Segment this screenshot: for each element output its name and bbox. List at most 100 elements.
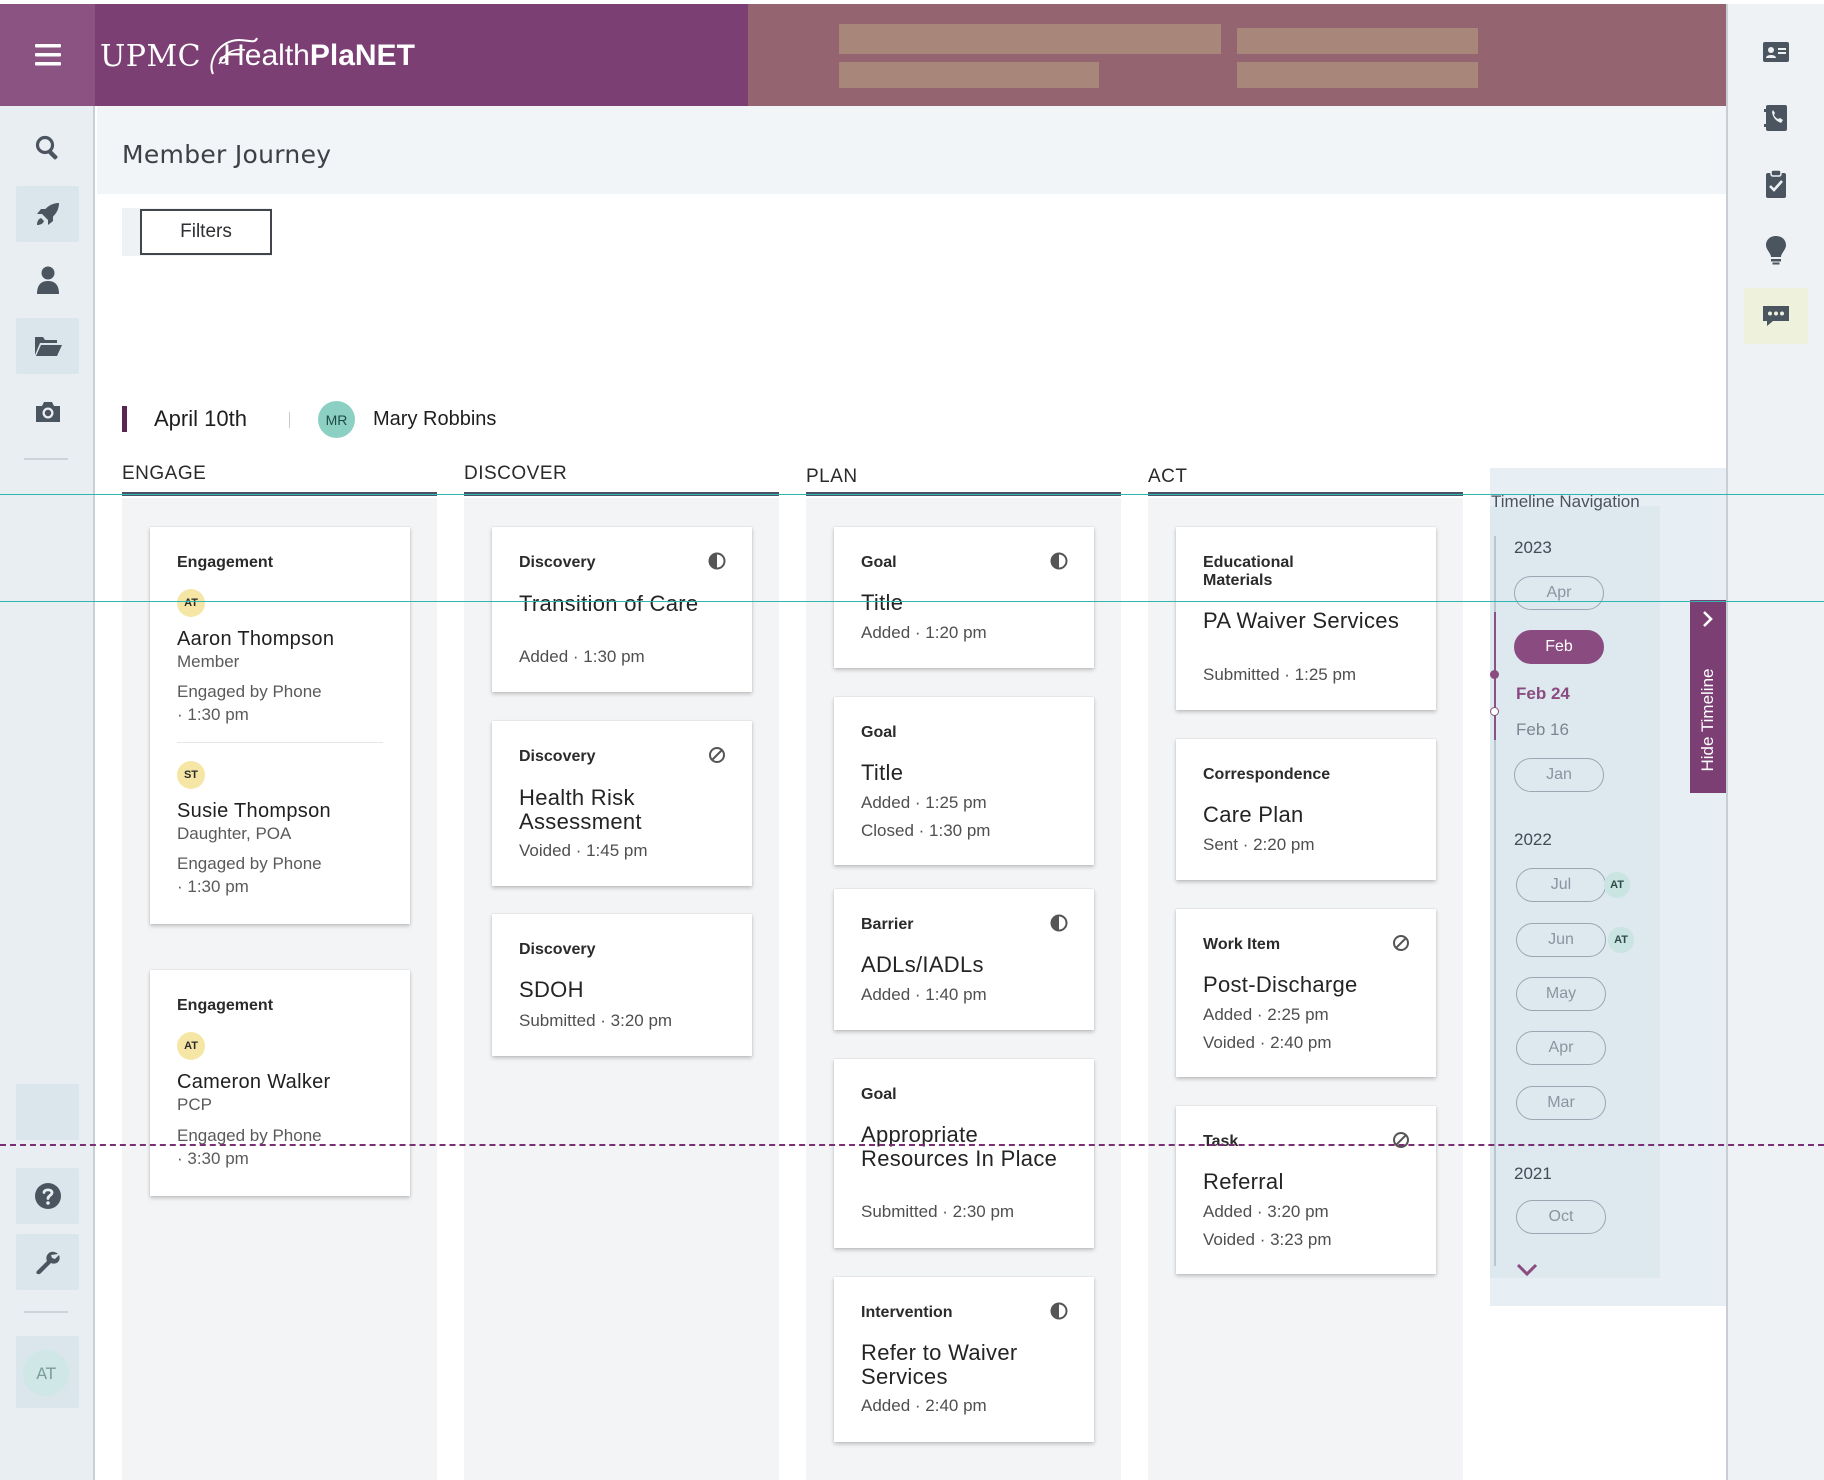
card-type: Correspondence (1203, 766, 1331, 783)
correspondence-card[interactable]: Correspondence Care Plan Sent · 2:20 pm (1176, 739, 1436, 880)
lightbulb-icon (1766, 236, 1786, 265)
discovery-card[interactable]: Discovery Transition of Care Added · 1:3… (492, 527, 752, 692)
card-title: PA Waiver Services (1203, 608, 1400, 633)
engagement-time: · 1:30 pm (177, 877, 249, 896)
card-meta: Submitted · 3:20 pm (519, 1011, 673, 1030)
timeline-month-pill[interactable]: Apr (1514, 576, 1604, 610)
barrier-card[interactable]: Barrier ADLs/IADLs Added · 1:40 pm (834, 889, 1094, 1030)
title-band (97, 106, 1726, 194)
engagement-card[interactable]: Engagement AT Cameron Walker PCP Engaged… (150, 970, 410, 1196)
card-meta: Added · 1:30 pm (519, 647, 645, 666)
hamburger-icon (34, 44, 61, 66)
page-title: Member Journey (122, 140, 332, 169)
voided-icon (1393, 1132, 1409, 1148)
timeline-month-pill[interactable]: Oct (1516, 1200, 1606, 1234)
rnav-ideas[interactable] (1744, 222, 1808, 278)
timeline-month-pill[interactable]: Jun (1516, 923, 1606, 957)
card-title: Title (861, 760, 904, 785)
card-meta: Added · 2:25 pm (1203, 1005, 1329, 1024)
engagement-card[interactable]: Engagement AT Aaron Thompson Member Enga… (150, 527, 410, 924)
contact-card-icon (1763, 42, 1789, 62)
card-title: Post-Discharge (1203, 972, 1358, 997)
user-avatar[interactable]: AT (23, 1350, 69, 1396)
timeline-month-pill[interactable]: Mar (1516, 1086, 1606, 1120)
card-meta: Submitted · 2:30 pm (861, 1202, 1015, 1221)
discovery-card[interactable]: Discovery SDOH Submitted · 3:20 pm (492, 914, 752, 1056)
chat-icon (1763, 306, 1789, 326)
nav-folder[interactable] (16, 318, 79, 374)
rnav-phonebook[interactable] (1744, 90, 1808, 146)
hide-timeline-tab[interactable]: Hide Timeline (1690, 600, 1726, 793)
card-type: Goal (861, 1086, 897, 1103)
card-meta: Added · 1:25 pm (861, 793, 987, 812)
person-icon (36, 266, 59, 294)
logo-health: Health (223, 39, 310, 72)
nav-empty-slot (16, 1084, 79, 1140)
timeline-scroll-down-icon[interactable] (1516, 1263, 1538, 1277)
intervention-card[interactable]: Intervention Refer to Waiver Services Ad… (834, 1277, 1094, 1442)
timeline-month-pill[interactable]: Feb (1514, 630, 1604, 664)
card-type: Discovery (519, 748, 596, 765)
rnav-contact[interactable] (1744, 24, 1808, 80)
goal-card[interactable]: Goal Title Added · 1:25 pm Closed · 1:30… (834, 697, 1094, 865)
person-name: Aaron Thompson (177, 628, 335, 650)
goal-card[interactable]: Goal Title Added · 1:20 pm (834, 527, 1094, 668)
rnav-tasks[interactable] (1744, 156, 1808, 212)
nav-person[interactable] (16, 252, 79, 308)
discovery-card[interactable]: Discovery Health Risk Assessment Voided … (492, 721, 752, 886)
half-circle-icon (1050, 552, 1068, 570)
clipboard-check-icon (1766, 169, 1786, 198)
nav-divider (24, 458, 68, 460)
card-title: Referral (1203, 1169, 1284, 1194)
app-logo[interactable]: UPMC HealthPlaNET (100, 28, 415, 84)
person-initials: AT (177, 1032, 205, 1060)
timeline-dot (1490, 670, 1499, 679)
timeline-day-item[interactable]: Feb 24 (1516, 684, 1570, 703)
card-type: Educational Materials (1203, 554, 1294, 589)
card-title: Health Risk Assessment (519, 785, 642, 834)
timeline-year: 2021 (1514, 1164, 1552, 1183)
work-item-card[interactable]: Work Item Post-Discharge Added · 2:25 pm… (1176, 909, 1436, 1077)
card-type: Work Item (1203, 936, 1281, 953)
person-name: Susie Thompson (177, 800, 331, 822)
engagement-method: Engaged by Phone (177, 854, 322, 873)
educational-materials-card[interactable]: Educational Materials PA Waiver Services… (1176, 527, 1436, 710)
card-meta: Voided · 2:40 pm (1203, 1033, 1332, 1052)
app-header: UPMC HealthPlaNET (0, 4, 1726, 106)
timeline-month-pill[interactable]: Apr (1516, 1031, 1606, 1065)
timeline-month-pill[interactable]: May (1516, 977, 1606, 1011)
timeline-month-pill[interactable]: Jul (1516, 868, 1606, 902)
task-card[interactable]: Task Referral Added · 3:20 pm Voided · 3… (1176, 1106, 1436, 1274)
card-type: Engagement (177, 554, 274, 571)
redacted-block (1237, 28, 1478, 54)
logo-upmc: UPMC (100, 38, 202, 74)
timeline-title: Timeline Navigation (1491, 492, 1640, 511)
redacted-block (839, 62, 1099, 88)
nav-help[interactable] (16, 1168, 79, 1224)
nav-search[interactable] (16, 120, 79, 176)
column-header-engage: ENGAGE (122, 463, 207, 484)
card-type: Discovery (519, 941, 596, 958)
timeline-dot (1490, 707, 1499, 716)
filters-button[interactable]: Filters (140, 209, 272, 255)
half-circle-icon (1050, 1302, 1068, 1320)
hamburger-menu-button[interactable] (0, 4, 95, 106)
nav-camera[interactable] (16, 384, 79, 440)
column-header-discover: DISCOVER (464, 463, 568, 484)
nav-tools[interactable] (16, 1234, 79, 1290)
card-meta: Added · 3:20 pm (1203, 1202, 1329, 1221)
rocket-icon (36, 203, 59, 225)
goal-card[interactable]: Goal Appropriate Resources In Place Subm… (834, 1059, 1094, 1248)
timeline-day-item[interactable]: Feb 16 (1516, 720, 1569, 739)
phone-book-icon (1764, 105, 1787, 131)
card-meta: Added · 1:40 pm (861, 985, 987, 1004)
timeline-year: 2022 (1514, 830, 1552, 849)
timeline-month-pill[interactable]: Jan (1514, 758, 1604, 792)
person-initials: AT (177, 589, 205, 617)
date-accent-bar (122, 406, 127, 432)
card-type: Task (1203, 1133, 1239, 1150)
nav-rocket[interactable] (16, 186, 79, 242)
rnav-chat[interactable] (1744, 288, 1808, 344)
card-title: Title (861, 590, 904, 615)
wrench-icon (35, 1251, 60, 1275)
